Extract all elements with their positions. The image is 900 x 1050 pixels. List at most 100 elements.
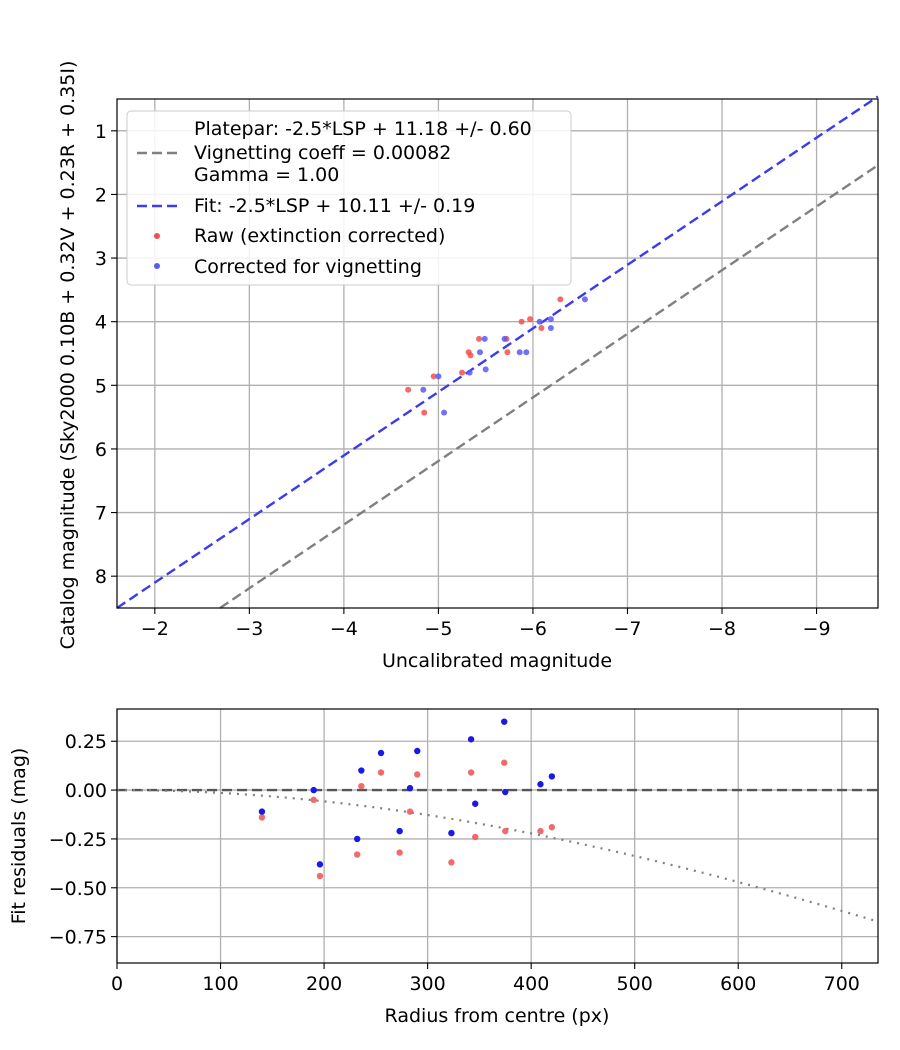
- x-tick-label: 700: [824, 973, 860, 995]
- raw-data-point: [537, 827, 544, 835]
- x-tick-label: −7: [613, 618, 641, 640]
- legend-label-platepar: Platepar: -2.5*LSP + 11.18 +/- 0.60: [194, 118, 532, 140]
- corrected-data-point: [316, 861, 324, 868]
- x-tick-label: −6: [519, 618, 547, 640]
- raw-data-point: [557, 296, 564, 303]
- y-tick-label: 6: [95, 439, 107, 461]
- x-tick-label: 600: [720, 973, 756, 995]
- legend-label-corrected: Corrected for vignetting: [194, 256, 422, 278]
- raw-data-point: [501, 759, 508, 766]
- raw-data-point: [504, 349, 511, 356]
- corrected-data-point: [502, 788, 509, 796]
- corrected-data-point: [537, 781, 544, 788]
- legend-symbols: [137, 151, 177, 269]
- y-tick-label: −0.50: [49, 878, 107, 900]
- raw-data-point: [467, 352, 474, 359]
- raw-data-point: [405, 386, 412, 393]
- raw-data-point: [377, 769, 385, 776]
- corrected-data-point: [536, 318, 543, 325]
- y-tick-label: 0.00: [65, 780, 107, 802]
- raw-data-point: [258, 814, 266, 821]
- raw-data-point: [476, 335, 483, 342]
- y-tick-label: −0.25: [49, 829, 107, 851]
- corrected-data-point: [377, 749, 385, 757]
- raw-data-point: [527, 316, 534, 323]
- corrected-data-point: [466, 369, 473, 376]
- legend-box: [126, 110, 572, 286]
- y-tick-label: 4: [95, 312, 107, 334]
- raw-data-point: [414, 771, 421, 778]
- corrected-data-point: [258, 808, 266, 815]
- bottom-grid: [116, 709, 878, 963]
- raw-data-point: [548, 824, 556, 831]
- raw-data-point: [310, 796, 317, 804]
- top-y-ticks: 1 2 3 4 5 6 7 8: [95, 121, 117, 588]
- vignetting-model-curve: [117, 788, 878, 923]
- bottom-y-ticks: 0.25 0.00 −0.25 −0.50 −0.75: [49, 731, 117, 949]
- corrected-data-point: [406, 784, 414, 792]
- y-tick-label: 5: [95, 375, 107, 397]
- y-tick-label: 8: [95, 566, 107, 588]
- raw-data-point: [538, 325, 545, 332]
- raw-data-point: [459, 369, 466, 376]
- corrected-data-point: [448, 829, 455, 837]
- bottom-scatter-points: [258, 718, 556, 880]
- corrected-data-point: [435, 373, 442, 380]
- x-tick-label: −2: [141, 618, 169, 640]
- raw-data-point: [406, 808, 414, 815]
- corrected-data-point: [441, 409, 448, 416]
- corrected-data-point: [581, 296, 588, 303]
- raw-data-point: [472, 833, 479, 841]
- x-tick-label: −9: [803, 618, 831, 640]
- corrected-data-point: [477, 349, 484, 356]
- raw-data-point: [396, 849, 403, 856]
- legend-dot-swatch: [154, 263, 160, 269]
- x-tick-label: 500: [617, 973, 653, 995]
- legend-label-fit: Fit: -2.5*LSP + 10.11 +/- 0.19: [194, 195, 475, 217]
- corrected-data-point: [548, 773, 556, 780]
- raw-data-point: [354, 851, 361, 858]
- raw-data-point: [430, 373, 437, 380]
- bottom-plot-frame: [116, 708, 879, 964]
- top-fit-lines: [116, 95, 879, 609]
- corrected-data-point: [472, 800, 479, 807]
- x-tick-label: 400: [513, 973, 549, 995]
- corrected-data-point: [481, 335, 488, 342]
- corrected-data-point: [523, 349, 530, 356]
- top-scatter-points: [405, 296, 588, 416]
- y-tick-label: 7: [95, 503, 107, 525]
- corrected-data-point: [358, 767, 365, 774]
- corrected-data-point: [310, 786, 317, 794]
- corrected-data-point: [516, 349, 523, 356]
- raw-data-point: [467, 769, 475, 776]
- raw-data-point: [358, 782, 365, 790]
- top-plot-frame: [116, 98, 879, 609]
- y-tick-label: 0.25: [65, 731, 107, 753]
- y-tick-label: −0.75: [49, 927, 107, 949]
- corrected-data-point: [501, 718, 508, 725]
- bottom-y-axis-label: Fit residuals (mag): [8, 748, 30, 925]
- x-tick-label: −5: [424, 618, 452, 640]
- corrected-data-point: [396, 827, 403, 835]
- corrected-data-point: [420, 386, 427, 393]
- bottom-x-ticks: 0 100 200 300 400 500 600 700: [111, 963, 860, 995]
- raw-data-point: [502, 827, 509, 835]
- top-y-axis-label: Catalog magnitude (Sky2000 0.10B + 0.32V…: [57, 61, 79, 650]
- raw-data-point: [448, 859, 455, 866]
- x-tick-label: −8: [708, 618, 736, 640]
- bottom-x-axis-label: Radius from centre (px): [385, 1005, 610, 1027]
- x-tick-label: 0: [111, 973, 123, 995]
- corrected-data-point: [414, 747, 421, 755]
- corrected-data-point: [501, 335, 508, 342]
- y-tick-label: 1: [95, 121, 107, 143]
- y-tick-label: 2: [95, 184, 107, 206]
- bottom-reference-lines: [117, 788, 878, 923]
- top-x-axis-label: Uncalibrated magnitude: [382, 650, 612, 672]
- corrected-data-point: [354, 835, 361, 843]
- raw-data-point: [518, 318, 525, 325]
- corrected-data-point: [547, 325, 554, 332]
- x-tick-label: −3: [235, 618, 263, 640]
- fit-line: [116, 95, 879, 609]
- x-tick-label: 100: [202, 973, 238, 995]
